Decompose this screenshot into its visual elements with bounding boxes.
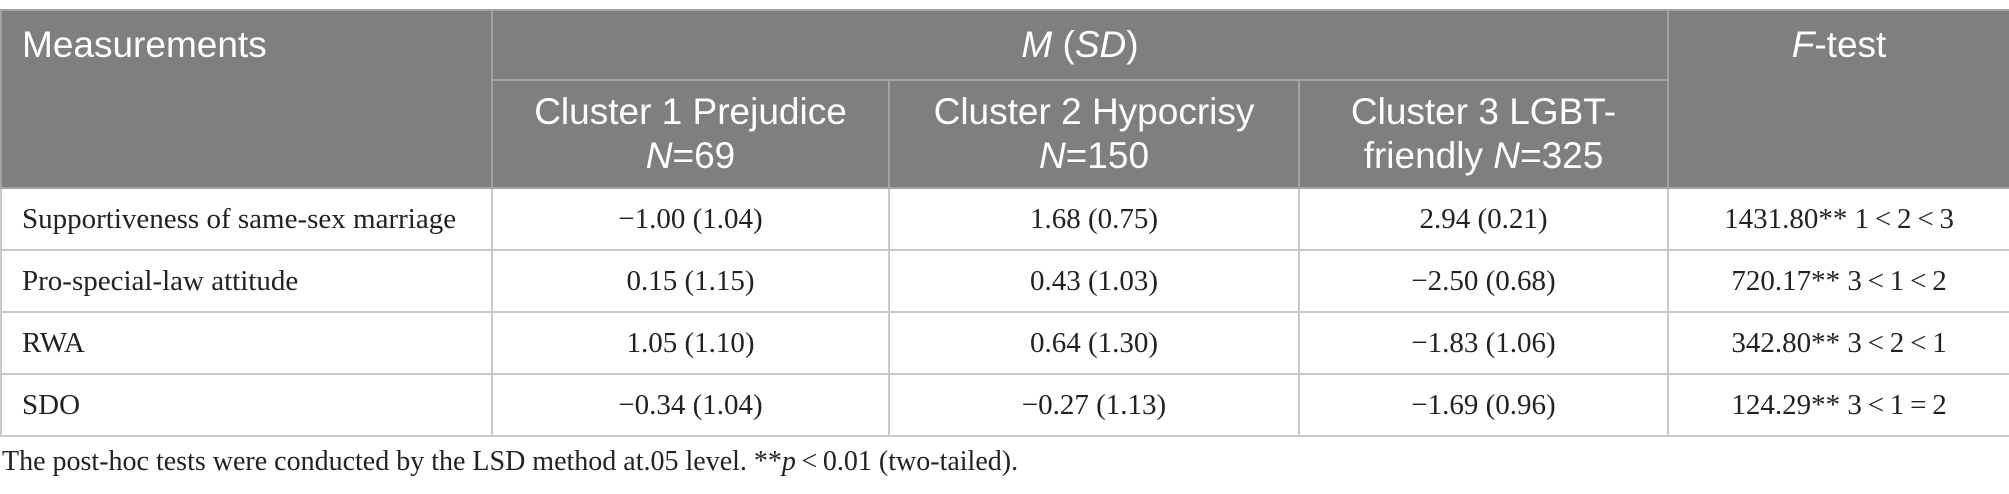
note-text: < 0.01 (two-tailed). xyxy=(795,446,1019,477)
header-text: N xyxy=(1038,135,1066,176)
header-text: N xyxy=(1493,135,1520,176)
table-cell: −1.69 (0.96) xyxy=(1297,373,1670,437)
header-text: Measurements xyxy=(22,24,267,65)
header-text: ) xyxy=(1126,24,1139,65)
table-note: The post-hoc tests were conducted by the… xyxy=(2,446,1018,478)
table-body: Supportiveness of same-sex marriage −1.00… xyxy=(0,187,2009,437)
table-cell: −1.00 (1.04) xyxy=(491,187,890,251)
table-cell: SDO xyxy=(0,373,493,437)
table-cell: 1.68 (0.75) xyxy=(888,187,1300,251)
table-cell: Pro-special-law attitude xyxy=(0,249,493,313)
cell-text: 1.68 (0.75) xyxy=(1029,202,1159,235)
table-cell: 0.43 (1.03) xyxy=(888,249,1300,313)
cell-text: 0.43 (1.03) xyxy=(1029,264,1159,297)
table-row: SDO −0.34 (1.04) −0.27 (1.13) −1.69 (0.96) 1… xyxy=(0,373,2009,437)
header-cell: Cluster 2 Hypocrisy N=150 xyxy=(888,79,1300,189)
cell-text: −1.00 (1.04) xyxy=(618,202,763,235)
table-cell: −0.34 (1.04) xyxy=(491,373,890,437)
cell-text: −0.34 (1.04) xyxy=(618,388,763,421)
cell-text: SDO xyxy=(22,388,81,421)
header-text: =325 xyxy=(1519,135,1604,176)
header-cell: Cluster 3 LGBT-friendly N=325 xyxy=(1297,79,1670,189)
header-cell: F-test xyxy=(1667,9,2009,189)
cell-text: Supportiveness of same-sex marriage xyxy=(22,202,457,235)
header-row: Measurements M (SD) F-test xyxy=(0,9,2009,189)
cell-text: 1431.80** 1 < 2 < 3 xyxy=(1724,202,1954,235)
header-text: -test xyxy=(1814,24,1887,65)
header-text: =150 xyxy=(1065,135,1150,176)
table-cell: 720.17** 3 < 1 < 2 xyxy=(1667,249,2009,313)
header-cell: M (SD) xyxy=(490,9,1670,81)
header-text: ( xyxy=(1052,24,1075,65)
cell-text: −1.83 (1.06) xyxy=(1411,326,1556,359)
cell-text: 1.05 (1.10) xyxy=(626,326,755,359)
cell-text: 0.64 (1.30) xyxy=(1029,326,1159,359)
header-text: SD xyxy=(1074,24,1127,65)
table-cell: 1431.80** 1 < 2 < 3 xyxy=(1667,187,2009,251)
note-text: p xyxy=(781,446,796,477)
header-text: Cluster 3 LGBT-friendly xyxy=(1350,91,1617,176)
table-cell: 1.05 (1.10) xyxy=(491,311,890,375)
header-text: =69 xyxy=(672,135,736,176)
table-row: RWA 1.05 (1.10) 0.64 (1.30) −1.83 (1.06) 342… xyxy=(0,311,2009,375)
header-text: M xyxy=(1021,24,1053,65)
table-cell: 342.80** 3 < 2 < 1 xyxy=(1667,311,2009,375)
table-cell: RWA xyxy=(0,311,493,375)
header-text: Cluster 1 Prejudice xyxy=(534,91,847,132)
table-row: Supportiveness of same-sex marriage −1.00… xyxy=(0,187,2009,251)
cell-text: 124.29** 3 < 1 = 2 xyxy=(1731,388,1947,421)
cell-text: −0.27 (1.13) xyxy=(1021,388,1167,421)
header-text: Cluster 2 Hypocrisy xyxy=(933,91,1255,132)
table-cell: 0.64 (1.30) xyxy=(888,311,1300,375)
cell-text: −1.69 (0.96) xyxy=(1411,388,1556,421)
header-text: N xyxy=(645,135,673,176)
header-row: Cluster 1 Prejudice N=69 Cluster 2 Hypocr… xyxy=(1,79,2009,189)
cell-text: Pro-special-law attitude xyxy=(22,264,299,297)
header-cell: Measurements xyxy=(0,9,493,189)
data-table: Measurements M (SD) F-test Cluster 1 Pre… xyxy=(0,9,2009,437)
table-cell: −2.50 (0.68) xyxy=(1297,249,1670,313)
table-cell: 124.29** 3 < 1 = 2 xyxy=(1667,373,2009,437)
cell-text: 0.15 (1.15) xyxy=(626,264,755,297)
cell-text: 2.94 (0.21) xyxy=(1419,202,1548,235)
table-row: Pro-special-law attitude 0.15 (1.15) 0.43 … xyxy=(0,249,2009,313)
table-cell: 2.94 (0.21) xyxy=(1297,187,1670,251)
cell-text: 342.80** 3 < 2 < 1 xyxy=(1731,326,1947,359)
table-cell: −1.83 (1.06) xyxy=(1297,311,1670,375)
cell-text: −2.50 (0.68) xyxy=(1411,264,1556,297)
header-text: F xyxy=(1791,24,1815,65)
table-cell: −0.27 (1.13) xyxy=(888,373,1300,437)
header-cell: Cluster 1 Prejudice N=69 xyxy=(491,79,890,189)
note-text: The post-hoc tests were conducted by the… xyxy=(2,446,782,477)
table-cell: Supportiveness of same-sex marriage xyxy=(0,187,493,251)
table-cell: 0.15 (1.15) xyxy=(491,249,890,313)
cell-text: 720.17** 3 < 1 < 2 xyxy=(1731,264,1947,297)
cell-text: RWA xyxy=(22,326,85,359)
